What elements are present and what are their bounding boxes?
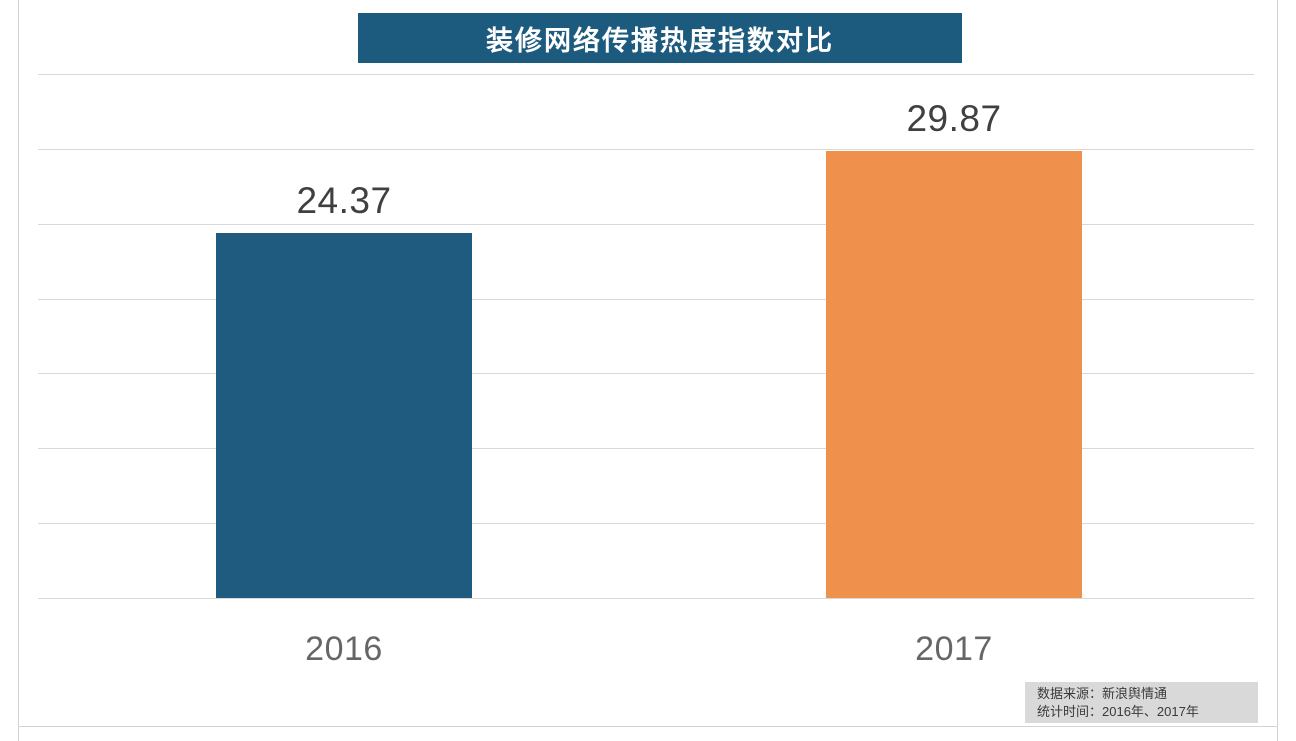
- gridline: [38, 373, 1254, 375]
- chart-title-banner: 装修网络传播热度指数对比: [358, 13, 962, 63]
- gridline: [38, 448, 1254, 450]
- source-line-data-source: 数据来源：新浪舆情通: [1037, 685, 1168, 701]
- source-note-box: 数据来源：新浪舆情通 统计时间：2016年、2017年: [1025, 682, 1258, 723]
- gridline: [38, 523, 1254, 525]
- page-border-right: [1277, 0, 1278, 741]
- data-label-2016: 24.37: [296, 180, 392, 222]
- gridline: [38, 74, 1254, 75]
- plot-area: [38, 74, 1254, 599]
- page-border-bottom: [18, 726, 1278, 727]
- page-border-left: [18, 0, 19, 741]
- category-label-2017: 2017: [915, 630, 993, 668]
- gridline: [38, 223, 1254, 225]
- source-line-time-range: 统计时间：2016年、2017年: [1037, 703, 1199, 719]
- bar-2017: [826, 150, 1082, 598]
- data-label-2017: 29.87: [906, 97, 1002, 139]
- chart-title: 装修网络传播热度指数对比: [486, 25, 834, 56]
- gridline: [38, 298, 1254, 300]
- bar-2016: [216, 233, 472, 598]
- gridline: [38, 148, 1254, 150]
- category-label-2016: 2016: [305, 630, 383, 668]
- axis-baseline: [38, 598, 1254, 599]
